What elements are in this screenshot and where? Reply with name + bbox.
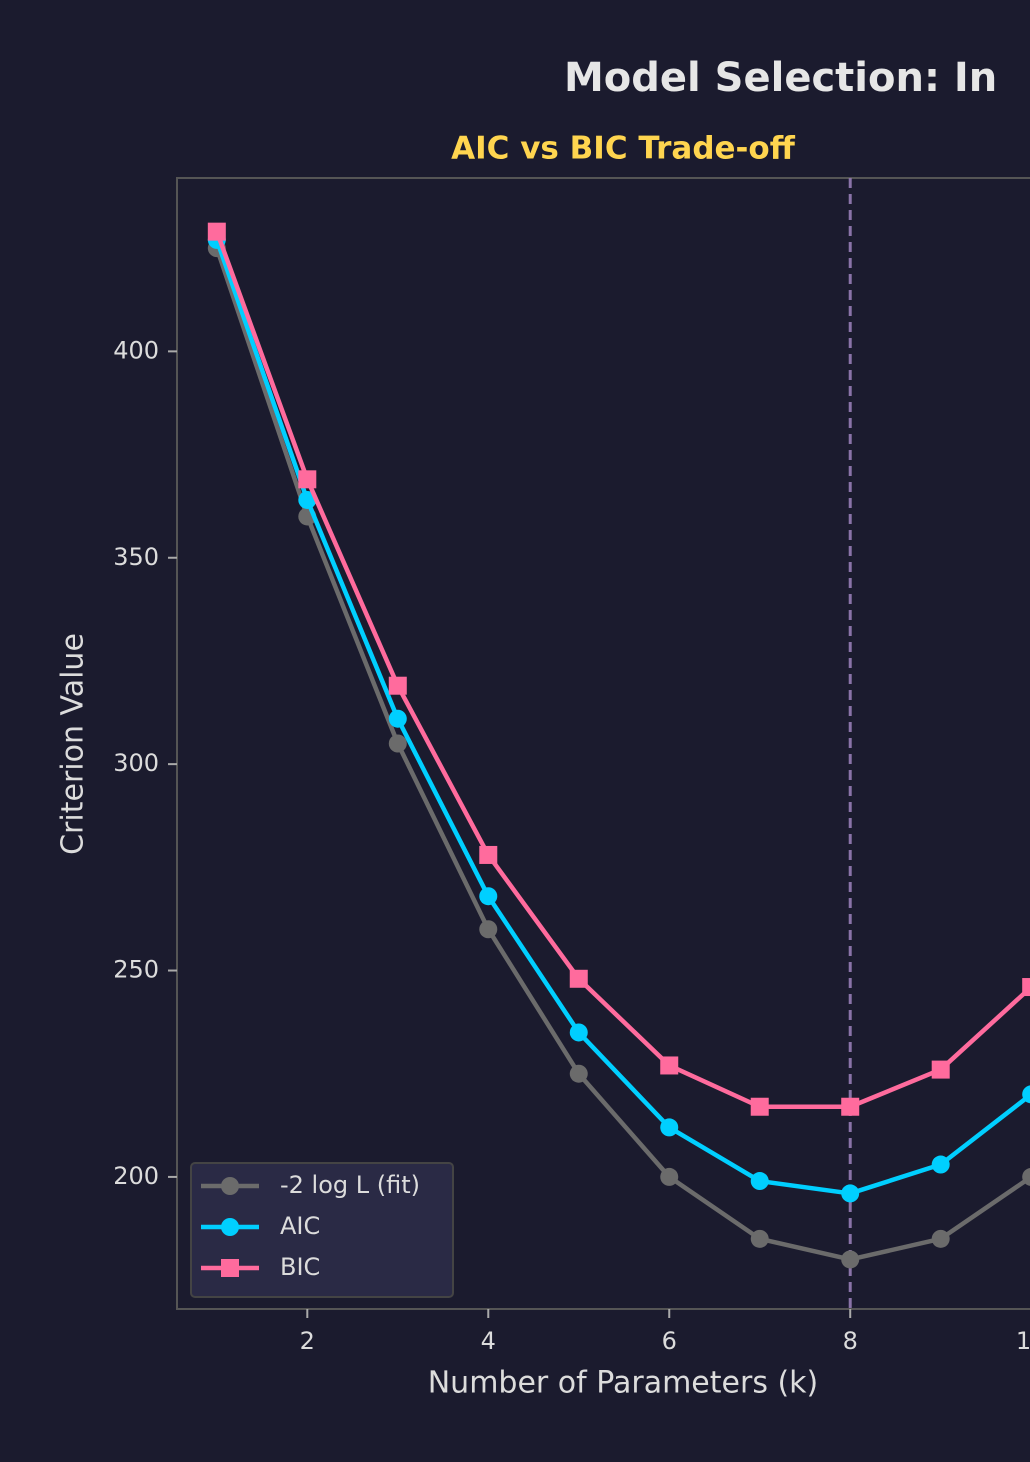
x-tick-label: 8	[843, 1327, 858, 1355]
legend-marker	[221, 1259, 239, 1277]
marker	[298, 470, 317, 489]
marker	[388, 709, 407, 728]
x-tick-label: 2	[300, 1327, 315, 1355]
y-tick-label: 250	[113, 956, 159, 984]
marker	[207, 222, 226, 241]
marker	[1022, 978, 1030, 997]
y-tick-label: 300	[113, 749, 159, 777]
marker	[660, 1056, 679, 1075]
y-axis-label: Criterion Value	[56, 633, 91, 855]
marker	[841, 1250, 860, 1269]
marker	[569, 969, 588, 988]
marker	[569, 1023, 588, 1042]
marker	[660, 1118, 679, 1137]
legend-box	[190, 1162, 454, 1298]
chart-subtitle: AIC vs BIC Trade-off	[451, 131, 796, 167]
legend-marker	[221, 1177, 239, 1195]
marker	[931, 1229, 950, 1248]
marker	[931, 1155, 950, 1174]
marker	[569, 1064, 588, 1083]
x-axis-label: Number of Parameters (k)	[428, 1366, 819, 1401]
marker	[479, 920, 498, 939]
y-tick-label: 350	[113, 543, 159, 571]
marker	[841, 1097, 860, 1116]
legend-marker	[221, 1218, 239, 1236]
marker	[388, 676, 407, 695]
x-tick-label: 4	[481, 1327, 496, 1355]
series-line	[214, 230, 1030, 1109]
marker	[931, 1060, 950, 1079]
marker	[750, 1229, 769, 1248]
marker	[1022, 1167, 1030, 1186]
marker	[841, 1184, 860, 1203]
marker	[388, 734, 407, 753]
x-tick-label: 10	[1016, 1327, 1030, 1355]
y-tick-label: 200	[113, 1162, 159, 1190]
marker	[1022, 1085, 1030, 1104]
marker	[660, 1167, 679, 1186]
marker	[479, 845, 498, 864]
chart-title: Model Selection: In	[564, 55, 997, 101]
marker	[479, 887, 498, 906]
legend-label: BIC	[280, 1253, 320, 1281]
marker	[750, 1172, 769, 1191]
legend-label: AIC	[280, 1212, 320, 1240]
series-line	[214, 247, 1030, 1262]
y-tick-label: 400	[113, 336, 159, 364]
plot-frame	[176, 177, 1030, 1310]
x-tick-label: 6	[662, 1327, 677, 1355]
series-line	[214, 239, 1030, 1196]
marker	[750, 1097, 769, 1116]
marker	[298, 490, 317, 509]
legend-label: -2 log L (fit)	[280, 1171, 420, 1199]
